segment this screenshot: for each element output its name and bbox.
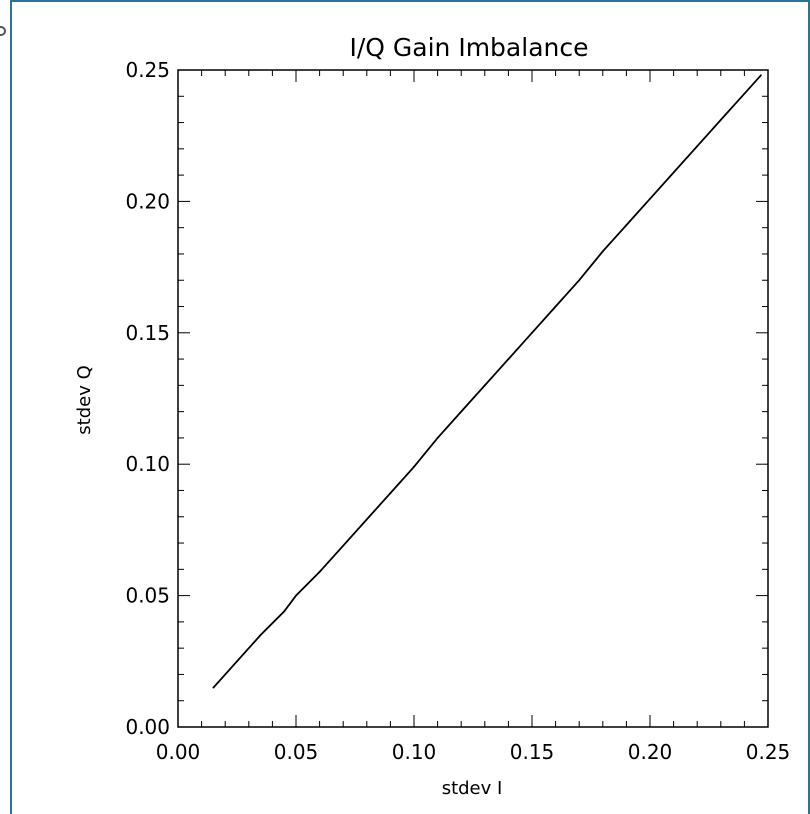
cropped-edge-glyph [0,26,6,36]
data-point [259,634,262,636]
data-point [365,518,368,521]
data-point [212,686,215,689]
data-point [507,358,510,360]
data-point [295,594,297,597]
y-tick-label: 0.15 [125,321,170,345]
plot-area [177,69,769,728]
data-point [760,74,762,77]
data-point [236,660,238,663]
data-point [578,279,581,282]
data-point [531,331,533,334]
chart-title: I/Q Gain Imbalance [349,33,588,62]
data-point [342,544,345,547]
x-tick-label: 0.05 [274,740,319,764]
axis-tick-labels: 0.00 0.05 0.10 0.15 0.20 0.25 0.00 0.05 0.10 0.15… [125,58,790,764]
data-point [601,250,604,253]
x-tick-label: 0.20 [628,740,673,764]
x-tick-label: 0.15 [510,740,555,764]
x-tick-label: 0.00 [156,740,201,764]
y-tick-label: 0.10 [125,452,170,476]
frame-top-border [10,0,810,2]
axis-ticks [177,69,769,728]
y-tick-label: 0.25 [125,58,170,82]
y-axis-label: stdev Q [74,365,95,434]
data-point [283,610,286,613]
data-point [743,92,746,95]
x-axis-label: stdev I [442,778,503,799]
data-point [389,492,392,495]
data-point [554,305,557,308]
data-point [672,171,675,174]
x-tick-label: 0.10 [392,740,437,764]
data-point [460,410,463,413]
data-point [318,571,321,573]
frame-right-border [808,0,810,814]
data-point [625,224,628,226]
y-tick-label: 0.00 [125,715,170,739]
y-tick-label: 0.05 [125,584,170,608]
data-point [696,145,699,148]
data-point [436,437,439,439]
x-tick-label: 0.25 [746,740,791,764]
data-point [649,197,651,200]
data-point [483,384,486,387]
data-point [413,465,415,468]
data-point [719,119,722,121]
y-tick-label: 0.20 [125,189,170,213]
frame-left-border [10,0,12,814]
series-group [212,74,762,689]
